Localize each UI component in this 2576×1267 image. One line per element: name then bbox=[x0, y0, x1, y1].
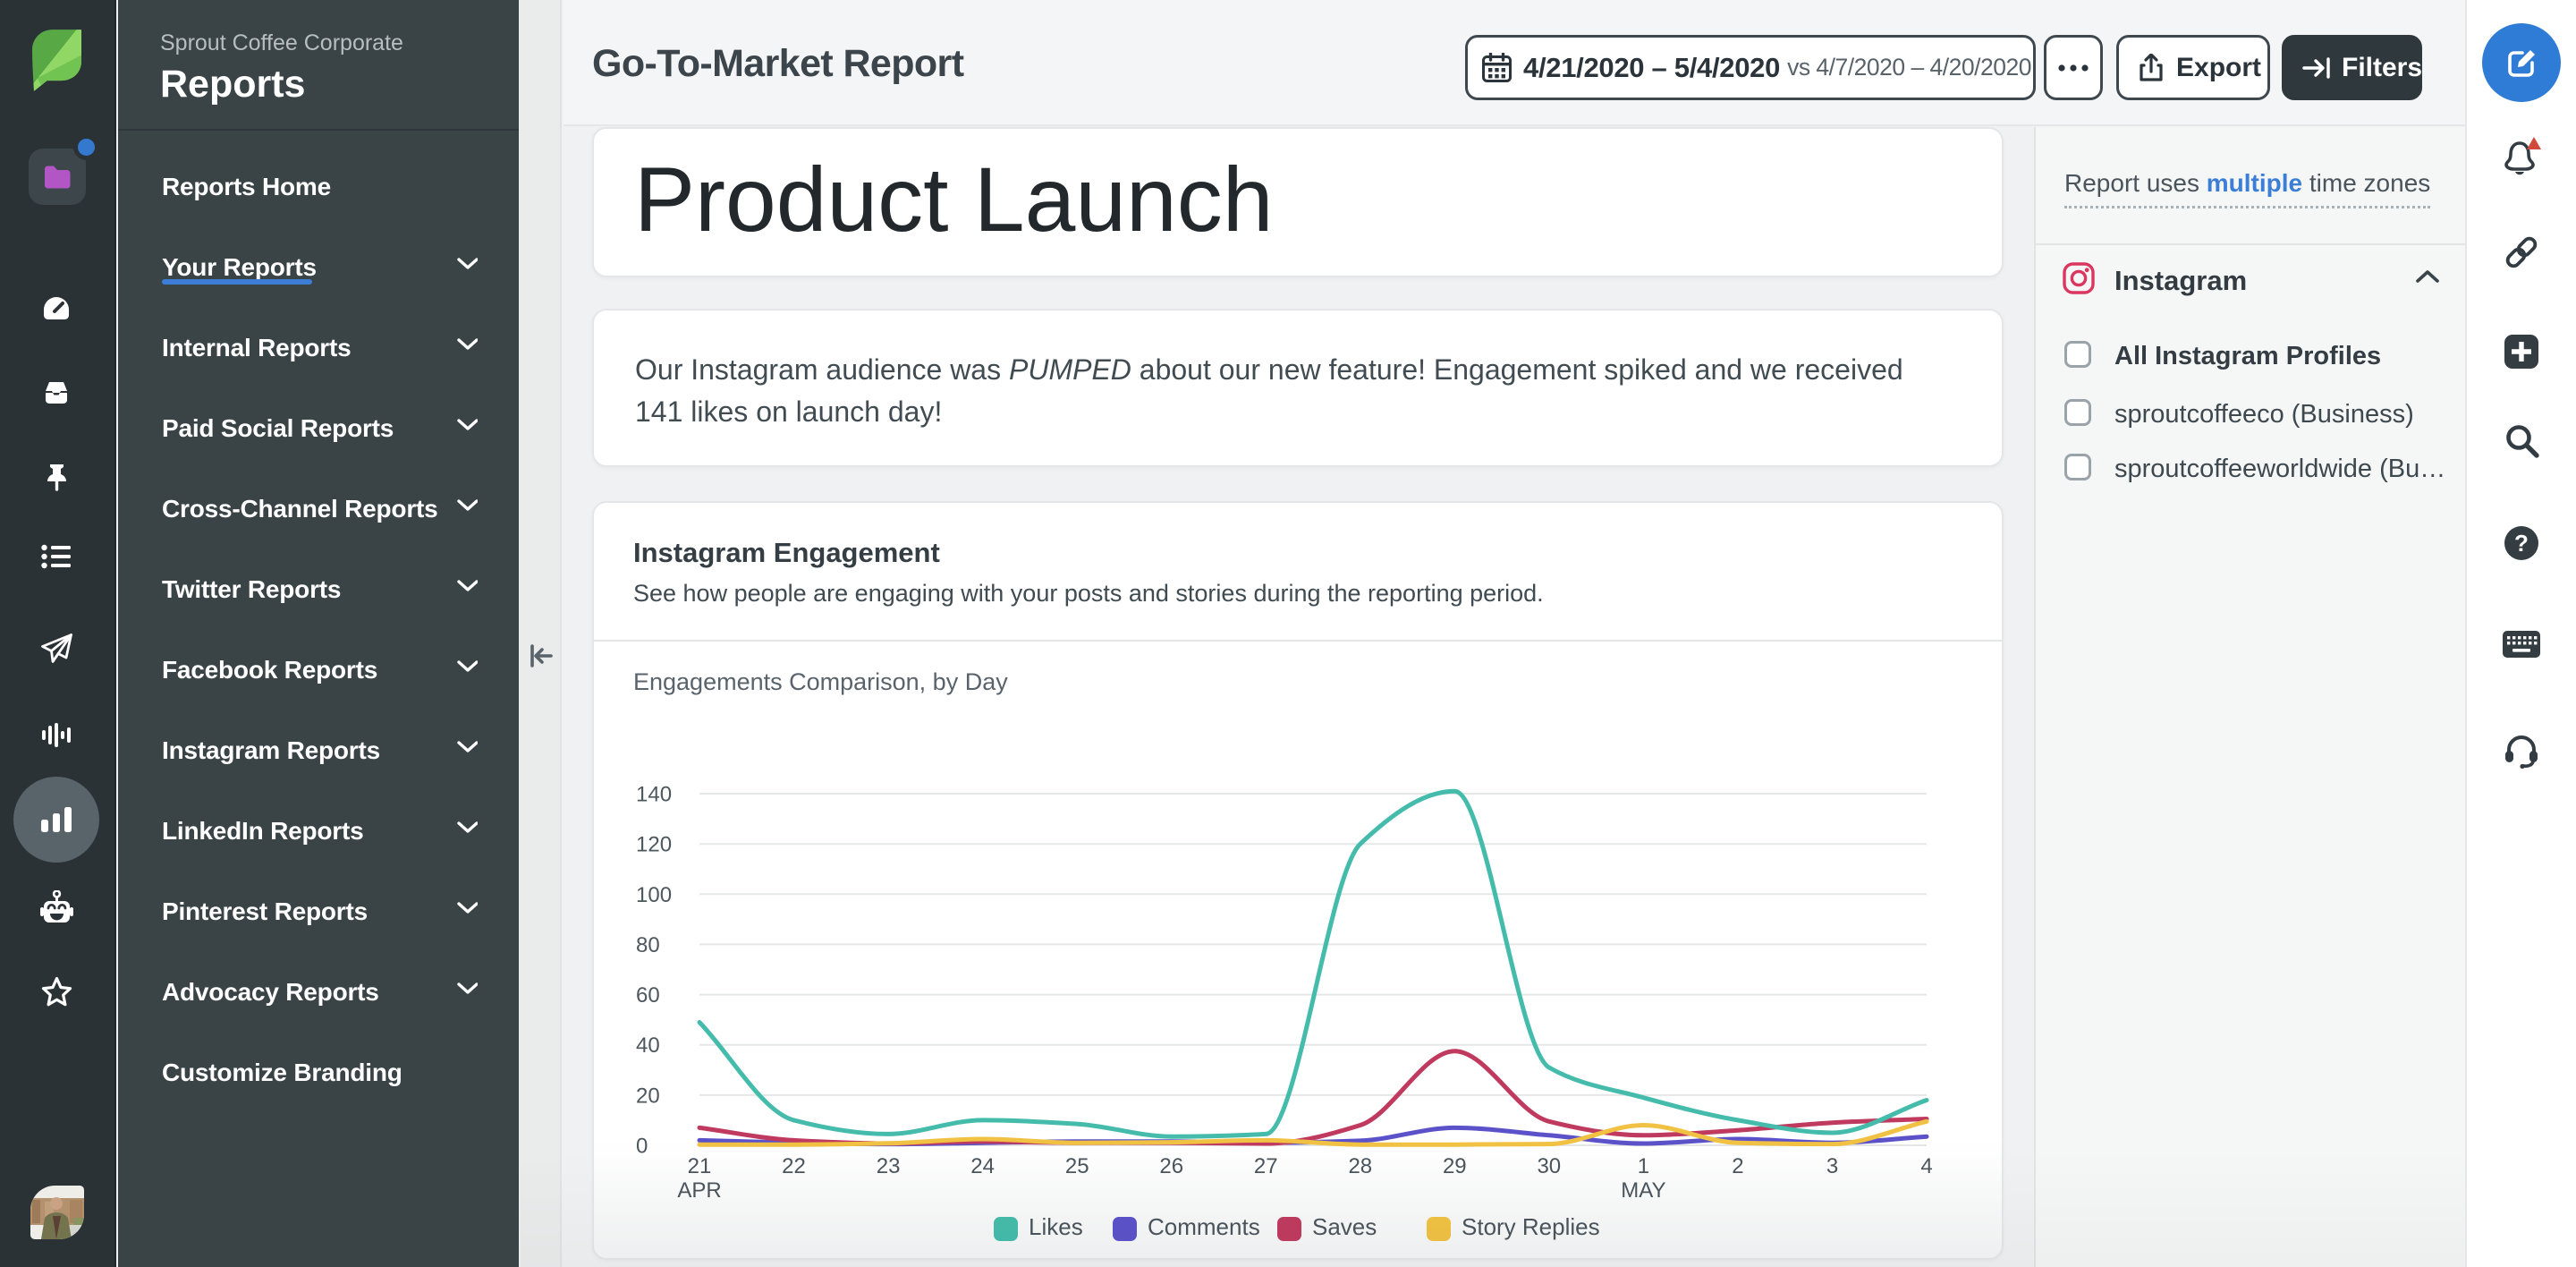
svg-text:22: 22 bbox=[782, 1154, 806, 1178]
svg-text:80: 80 bbox=[636, 933, 660, 957]
svg-text:30: 30 bbox=[1537, 1154, 1561, 1178]
svg-text:29: 29 bbox=[1443, 1154, 1467, 1178]
svg-text:120: 120 bbox=[636, 833, 672, 857]
svg-text:1: 1 bbox=[1638, 1154, 1649, 1178]
svg-text:Story Replies: Story Replies bbox=[1462, 1213, 1600, 1240]
svg-text:28: 28 bbox=[1348, 1154, 1372, 1178]
svg-text:2: 2 bbox=[1732, 1154, 1743, 1178]
svg-text:Likes: Likes bbox=[1029, 1213, 1083, 1240]
svg-text:40: 40 bbox=[636, 1033, 660, 1058]
svg-text:APR: APR bbox=[677, 1178, 721, 1203]
svg-text:100: 100 bbox=[636, 883, 672, 907]
svg-text:140: 140 bbox=[636, 783, 672, 807]
svg-text:?: ? bbox=[2514, 530, 2529, 557]
svg-text:20: 20 bbox=[636, 1084, 660, 1108]
svg-text:Comments: Comments bbox=[1148, 1213, 1260, 1240]
svg-text:21: 21 bbox=[688, 1154, 712, 1178]
svg-text:0: 0 bbox=[636, 1135, 648, 1159]
svg-text:4: 4 bbox=[1920, 1154, 1932, 1178]
svg-text:Saves: Saves bbox=[1312, 1213, 1377, 1240]
svg-text:23: 23 bbox=[877, 1154, 901, 1178]
svg-text:27: 27 bbox=[1254, 1154, 1278, 1178]
svg-text:60: 60 bbox=[636, 983, 660, 1008]
svg-text:MAY: MAY bbox=[1621, 1178, 1665, 1203]
svg-text:3: 3 bbox=[1826, 1154, 1838, 1178]
svg-text:26: 26 bbox=[1159, 1154, 1183, 1178]
svg-text:25: 25 bbox=[1065, 1154, 1089, 1178]
svg-text:24: 24 bbox=[970, 1154, 995, 1178]
